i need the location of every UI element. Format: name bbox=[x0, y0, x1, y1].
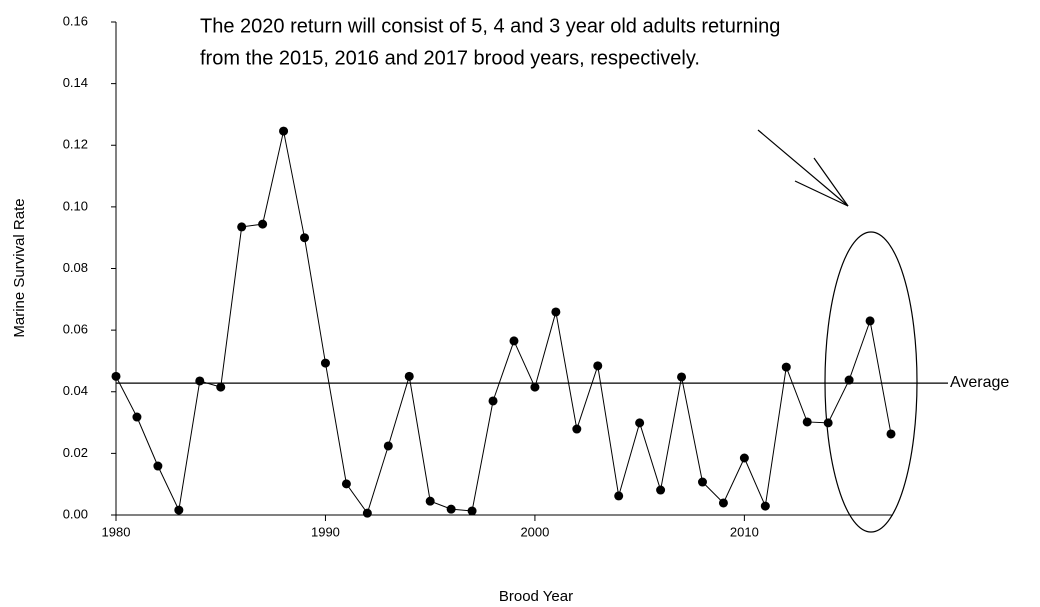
data-point bbox=[153, 461, 163, 471]
data-point bbox=[425, 496, 435, 506]
x-tick-label: 1990 bbox=[311, 524, 340, 539]
data-point bbox=[593, 361, 603, 371]
x-tick-label: 2010 bbox=[730, 524, 759, 539]
annotation-arrow bbox=[757, 129, 849, 207]
data-point bbox=[279, 126, 289, 136]
data-point bbox=[341, 479, 351, 489]
y-tick-label: 0.08 bbox=[63, 260, 88, 275]
y-tick-label: 0.16 bbox=[63, 13, 88, 28]
y-tick-label: 0.00 bbox=[63, 506, 88, 521]
annotation: from the 2015, 2016 and 2017 brood years… bbox=[200, 47, 700, 69]
x-tick-label: 2000 bbox=[520, 524, 549, 539]
highlight-ellipse bbox=[824, 231, 918, 533]
y-tick-label: 0.10 bbox=[63, 198, 88, 213]
data-point bbox=[446, 504, 456, 514]
data-point bbox=[216, 382, 226, 392]
x-axis-title: Brood Year bbox=[499, 588, 573, 605]
data-point bbox=[781, 362, 791, 372]
data-point bbox=[886, 429, 896, 439]
data-point bbox=[195, 376, 205, 386]
average-label: Average bbox=[950, 374, 1009, 391]
y-tick-label: 0.04 bbox=[63, 383, 88, 398]
y-axis-title: Marine Survival Rate bbox=[11, 198, 28, 337]
data-point bbox=[635, 418, 645, 428]
y-tick-label: 0.06 bbox=[63, 322, 88, 337]
data-point bbox=[509, 336, 519, 346]
data-point bbox=[132, 412, 142, 422]
data-point bbox=[404, 371, 414, 381]
data-point bbox=[739, 453, 749, 463]
data-point bbox=[383, 441, 393, 451]
data-point bbox=[614, 491, 624, 501]
y-tick-label: 0.02 bbox=[63, 445, 88, 460]
data-point bbox=[258, 219, 268, 229]
data-point bbox=[718, 498, 728, 508]
y-tick-label: 0.14 bbox=[63, 75, 88, 90]
data-point bbox=[697, 477, 707, 487]
data-point bbox=[530, 382, 540, 392]
data-point bbox=[677, 372, 687, 382]
data-point bbox=[111, 371, 121, 381]
y-tick-label: 0.12 bbox=[63, 137, 88, 152]
data-point bbox=[823, 418, 833, 428]
data-point bbox=[467, 506, 477, 516]
data-point bbox=[656, 485, 666, 495]
data-point bbox=[844, 375, 854, 385]
data-point bbox=[802, 417, 812, 427]
data-line bbox=[115, 130, 892, 515]
data-point bbox=[237, 222, 247, 232]
data-point bbox=[572, 424, 582, 434]
data-point bbox=[551, 307, 561, 317]
data-point bbox=[174, 505, 184, 515]
data-point bbox=[760, 501, 770, 511]
x-tick-label: 1980 bbox=[102, 524, 131, 539]
data-point bbox=[320, 358, 330, 368]
data-point bbox=[865, 316, 875, 326]
data-point bbox=[300, 233, 310, 243]
data-point bbox=[488, 396, 498, 406]
annotation: The 2020 return will consist of 5, 4 and… bbox=[200, 15, 780, 37]
data-point bbox=[362, 508, 372, 518]
